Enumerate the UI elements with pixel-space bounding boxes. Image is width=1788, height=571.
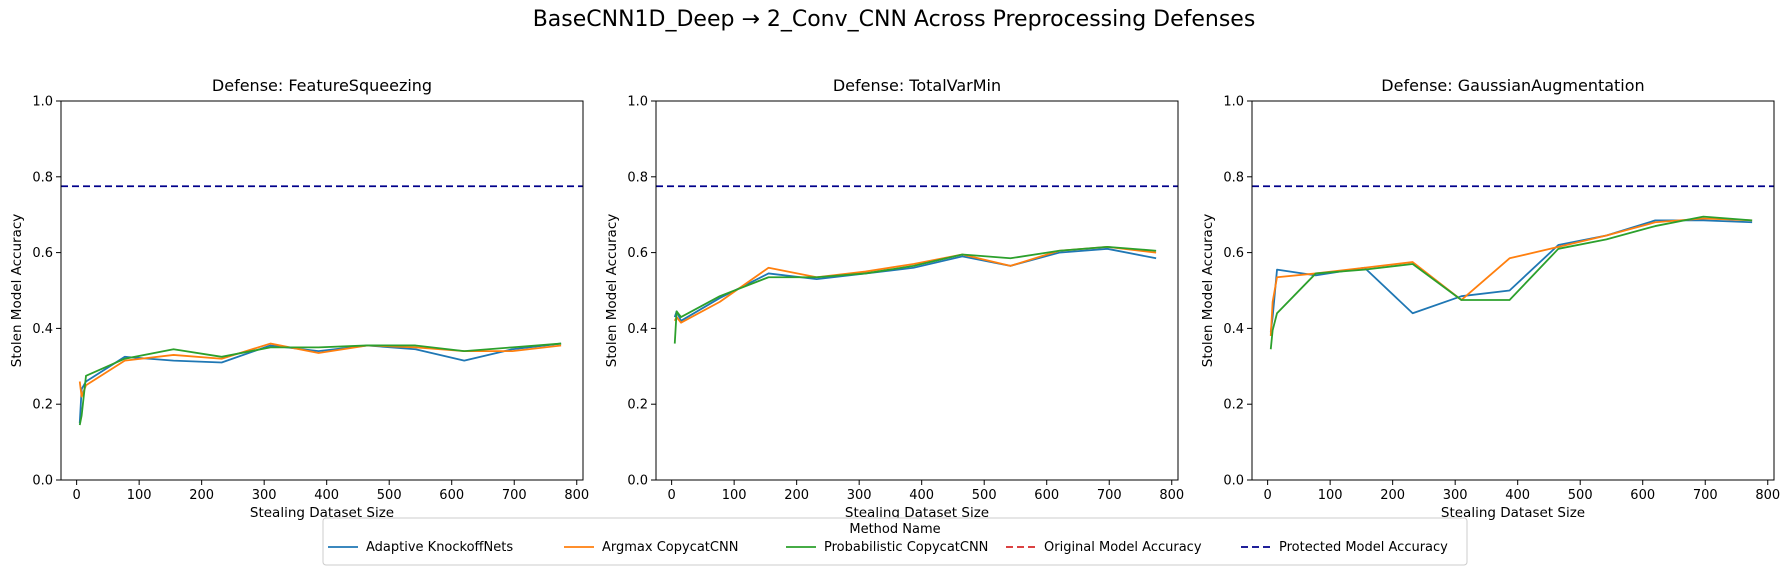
legend-entry-label: Original Model Accuracy	[1044, 540, 1202, 555]
y-axis-label: Stolen Model Accuracy	[1200, 214, 1216, 367]
x-tick-label: 100	[1318, 488, 1343, 503]
series-line-probabilistic-copycatcnn	[78, 342, 562, 426]
chart-panel-2: Defense: TotalVarMin 0.0 0.2 0.4 0.6 0.8 1.0 0 1…	[604, 76, 1184, 521]
y-tick-label: 1.0	[1223, 95, 1244, 110]
y-tick-label: 0.0	[627, 474, 648, 489]
plot-frame	[655, 100, 1179, 481]
legend-entry-label: Argmax CopycatCNN	[602, 540, 738, 555]
y-tick-label: 0.8	[32, 170, 53, 185]
y-axis-label: Stolen Model Accuracy	[9, 214, 25, 367]
y-tick-label: 0.8	[627, 170, 648, 185]
y-tick-label: 0.2	[32, 398, 53, 413]
legend-entry-label: Adaptive KnockoffNets	[366, 540, 513, 555]
x-tick-label: 100	[722, 488, 747, 503]
y-tick-label: 0.6	[627, 246, 648, 261]
x-tick-label: 400	[1505, 488, 1530, 503]
legend-entry-label: Probabilistic CopycatCNN	[824, 540, 988, 555]
y-tick-label: 0.6	[32, 246, 53, 261]
legend-title: Method Name	[849, 522, 940, 537]
y-tick-label: 0.4	[32, 322, 53, 337]
x-tick-label: 500	[972, 488, 997, 503]
series-line-adaptive-knockoffnets	[78, 342, 562, 424]
y-axis-label: Stolen Model Accuracy	[604, 214, 620, 367]
x-tick-label: 300	[847, 488, 872, 503]
y-tick-label: 0.4	[627, 322, 648, 337]
y-tick-label: 1.0	[32, 95, 53, 110]
plot-frame	[60, 100, 584, 481]
x-tick-label: 0	[72, 488, 80, 503]
x-axis-label: Stealing Dataset Size	[845, 505, 989, 521]
y-tick-label: 0.8	[1223, 170, 1244, 185]
y-tick-label: 0.6	[1223, 246, 1244, 261]
x-tick-label: 500	[1568, 488, 1593, 503]
legend-items: Adaptive KnockoffNets Argmax CopycatCNN Pr…	[328, 540, 1448, 555]
x-tick-label: 400	[909, 488, 934, 503]
chart-panel-1: Defense: FeatureSqueezing 0.0 0.2 0.4 0.6 0.8…	[9, 76, 589, 521]
plot-frame	[1251, 100, 1775, 481]
x-axis-label: Stealing Dataset Size	[250, 505, 394, 521]
y-tick-label: 0.2	[1223, 398, 1244, 413]
x-tick-label: 600	[439, 488, 464, 503]
series-line-probabilistic-copycatcnn	[673, 246, 1157, 344]
x-tick-label: 700	[502, 488, 527, 503]
x-tick-label: 200	[189, 488, 214, 503]
x-tick-label: 700	[1097, 488, 1122, 503]
y-tick-label: 0.0	[1223, 474, 1244, 489]
x-tick-label: 800	[564, 488, 589, 503]
x-tick-label: 800	[1755, 488, 1780, 503]
legend: Method Name Adaptive KnockoffNets Argmax …	[322, 517, 1468, 566]
chart-panel-3: Defense: GaussianAugmentation 0.0 0.2 0.4 0.…	[1200, 76, 1780, 521]
x-tick-label: 600	[1630, 488, 1655, 503]
x-axis-label: Stealing Dataset Size	[1441, 505, 1585, 521]
x-tick-label: 500	[377, 488, 402, 503]
figure-title: BaseCNN1D_Deep → 2_Conv_CNN Across Prepr…	[533, 7, 1256, 32]
y-tick-label: 0.2	[627, 398, 648, 413]
series-line-adaptive-knockoffnets	[1269, 219, 1753, 333]
series-line-probabilistic-copycatcnn	[1269, 215, 1753, 350]
x-tick-label: 200	[1380, 488, 1405, 503]
panels: Defense: FeatureSqueezing 0.0 0.2 0.4 0.6 0.8…	[9, 76, 1780, 521]
x-tick-label: 100	[127, 488, 152, 503]
legend-entry-label: Protected Model Accuracy	[1279, 540, 1448, 555]
x-tick-label: 600	[1034, 488, 1059, 503]
x-tick-label: 800	[1159, 488, 1184, 503]
x-tick-label: 200	[784, 488, 809, 503]
series-line-argmax-copycatcnn	[1269, 217, 1753, 337]
panel-title: Defense: GaussianAugmentation	[1381, 76, 1644, 95]
legend-frame	[322, 517, 1468, 566]
y-tick-label: 0.4	[1223, 322, 1244, 337]
x-tick-label: 400	[314, 488, 339, 503]
panel-title: Defense: FeatureSqueezing	[212, 76, 432, 95]
x-tick-label: 700	[1693, 488, 1718, 503]
x-tick-label: 300	[1443, 488, 1468, 503]
y-tick-label: 1.0	[627, 95, 648, 110]
panel-title: Defense: TotalVarMin	[833, 76, 1001, 95]
x-tick-label: 0	[667, 488, 675, 503]
y-tick-label: 0.0	[32, 474, 53, 489]
x-tick-label: 300	[252, 488, 277, 503]
x-tick-label: 0	[1263, 488, 1271, 503]
